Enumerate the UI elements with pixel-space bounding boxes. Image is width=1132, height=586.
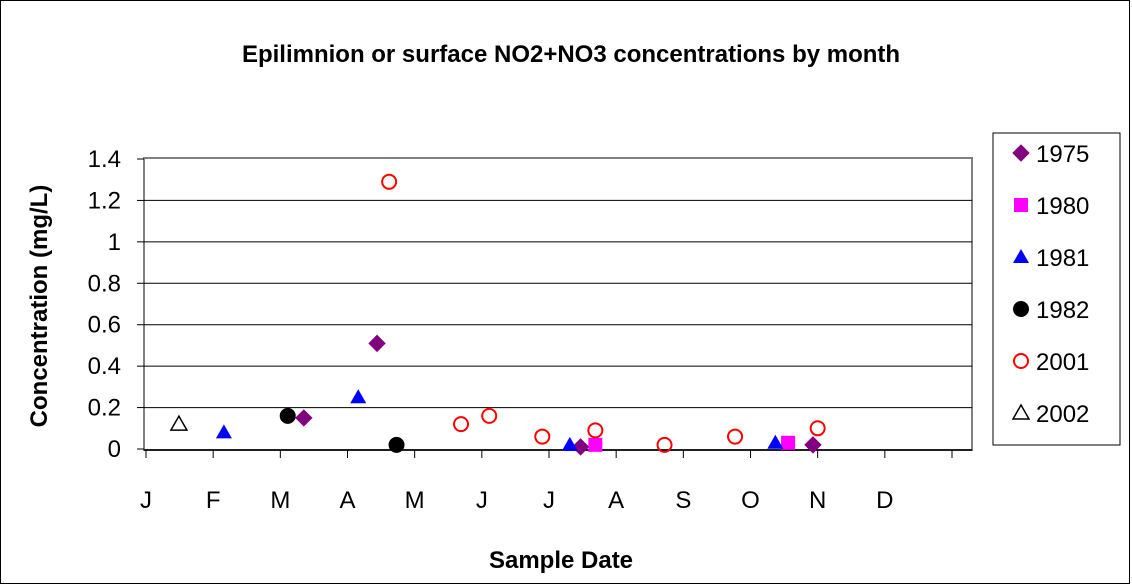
point-2001 [809,420,826,437]
legend-label-1980: 1980 [1036,193,1089,220]
point-2001 [481,407,498,424]
x-tick-label: A [339,487,355,514]
x-tick-label: N [809,487,826,514]
y-tick-label: 0.6 [88,312,121,339]
legend-label-1975: 1975 [1036,141,1089,168]
point-1975 [571,438,590,456]
x-tick-label: J [140,487,152,514]
gridlines [144,199,972,409]
legend-label-1981: 1981 [1036,245,1089,272]
legend-marker-1975 [1012,144,1030,162]
legend-marker-1982 [1013,301,1029,317]
point-1981 [215,424,232,439]
legend-label-1982: 1982 [1036,297,1089,324]
point-2001 [453,416,470,433]
x-tick-label: F [206,487,221,514]
legend-marker-1980 [1014,198,1028,212]
legend-label-2001: 2001 [1036,349,1089,376]
y-tick-label: 1.2 [88,187,121,214]
y-tick-label: 1.4 [88,146,121,173]
legend-marker-2002 [1011,403,1031,420]
point-1982 [279,407,296,424]
y-tick-label: 0.4 [88,353,121,380]
x-tick-label: O [741,487,760,514]
plot-area [143,157,973,451]
data-points [169,173,826,456]
x-tick-label: D [876,487,893,514]
point-1975 [804,436,822,454]
legend: 1975 1980 1981 1982 2001 2002 [1011,141,1089,428]
legend-box [992,132,1121,446]
point-1981 [561,436,578,451]
x-axis-title: Sample Date [489,547,633,574]
x-tick-label: M [270,487,290,514]
legend-label-2002: 2002 [1036,401,1089,428]
point-2001 [727,428,744,445]
legend-marker-1981 [1013,249,1029,263]
axes [137,158,972,458]
chart-title: Epilimnion or surface NO2+NO3 concentrat… [242,41,900,68]
y-axis-title: Concentration (mg/L) [26,185,53,428]
point-2001 [534,428,551,445]
point-1980 [781,435,796,450]
point-2001 [656,436,673,453]
point-2002 [169,414,189,431]
x-tick-label: A [608,487,624,514]
point-1980 [588,437,603,452]
point-1981 [350,389,367,404]
point-1981 [767,434,784,449]
y-tick-label: 1 [108,229,121,256]
point-1975 [295,409,313,427]
y-tick-label: 0.8 [88,270,121,297]
legend-marker-2001 [1013,353,1029,369]
point-2001 [587,422,604,439]
point-2001 [381,173,398,190]
x-tick-label: J [476,487,488,514]
y-tick-label: 0.2 [88,395,121,422]
x-tick-label: J [543,487,555,514]
x-tick-label: M [405,487,425,514]
y-tick-label: 0 [108,436,121,463]
tick-labels: 0 0.2 0.4 0.6 0.8 1 1.2 1.4 J F M A M J J A S O N D [88,146,894,514]
point-1975 [368,334,386,353]
x-tick-label: S [675,487,691,514]
point-1982 [388,436,405,453]
